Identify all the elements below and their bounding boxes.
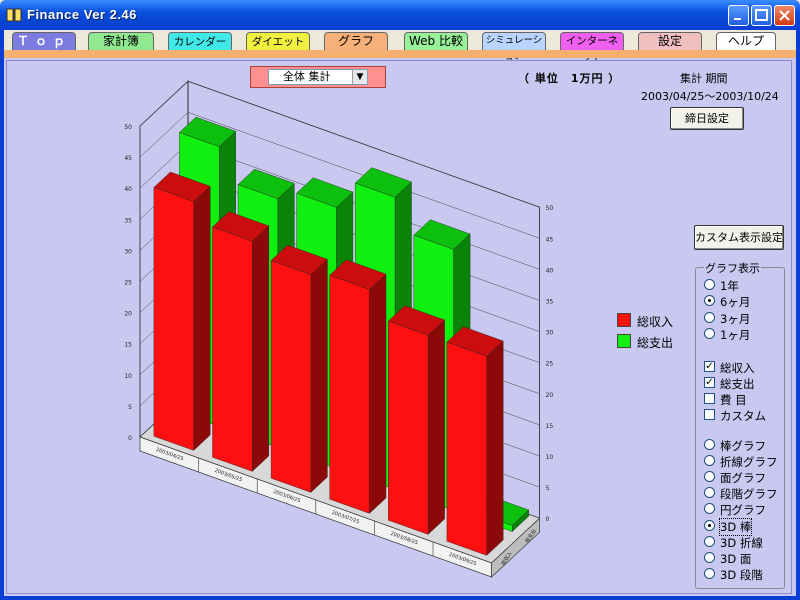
closing-day-button[interactable]: 締日設定	[670, 107, 744, 130]
radio-button[interactable]	[704, 295, 715, 307]
tab-5[interactable]: Web 比較	[404, 32, 468, 50]
option-label: 3D 面	[720, 551, 752, 566]
option-label: 折線グラフ	[720, 455, 778, 470]
close-icon	[779, 10, 790, 21]
maximize-button[interactable]	[751, 5, 772, 26]
radio-button[interactable]	[704, 455, 715, 467]
radio-button[interactable]	[704, 471, 715, 483]
minimize-icon	[734, 18, 741, 20]
radio-button[interactable]	[704, 279, 715, 290]
tab-0[interactable]: Ｔｏｐ	[12, 32, 76, 50]
radio-button[interactable]	[704, 327, 715, 339]
option-label: 費 目	[720, 393, 747, 407]
legend-label-expense: 総支出	[637, 336, 674, 350]
tab-label: グラフ	[337, 34, 374, 48]
scope-select-value: 全体 集計	[283, 70, 331, 83]
legend-swatch-expense	[617, 334, 631, 348]
option-label: 3D 段階	[720, 567, 763, 582]
radio-button[interactable]	[704, 519, 715, 531]
legend-swatch-income	[617, 313, 631, 327]
radio-button[interactable]	[704, 567, 715, 579]
tab-label: 設定	[657, 34, 682, 48]
option-label: 1ヶ月	[720, 327, 751, 342]
tab-label: ヘルプ	[727, 34, 764, 48]
tab-strip: Ｔｏｐ 家計簿 カレンダー ダイエット グラフ Web 比較 シミュレーションインターネット…	[4, 30, 796, 63]
maximize-icon	[755, 9, 768, 21]
radio-button[interactable]	[704, 535, 715, 547]
tab-2[interactable]: カレンダー	[168, 32, 232, 50]
tab-underline	[4, 50, 796, 58]
scope-select-frame: 全体 集計 ▼	[250, 66, 386, 88]
period-title: 集計 期間	[680, 72, 728, 85]
option-label: 3D 棒	[718, 517, 753, 536]
custom-display-button[interactable]: カスタム表示設定	[694, 225, 784, 250]
tab-label: 家計簿	[102, 34, 139, 48]
tab-4[interactable]: グラフ	[324, 32, 388, 50]
option-label: 棒グラフ	[720, 439, 766, 453]
option-label: 3D 折線	[720, 535, 763, 550]
graph-panel	[6, 60, 792, 594]
dropdown-arrow-icon[interactable]: ▼	[352, 70, 367, 84]
tab-8[interactable]: 設定	[638, 32, 702, 50]
window-title: Finance Ver 2.46	[27, 7, 137, 22]
tab-3[interactable]: ダイエット	[246, 32, 310, 50]
radio-button[interactable]	[704, 487, 715, 499]
graph-display-title: グラフ表示	[704, 260, 761, 276]
option-label: 3ヶ月	[720, 311, 751, 326]
radio-button[interactable]	[704, 439, 715, 450]
option-label: 段階グラフ	[720, 487, 778, 502]
title-bar[interactable]: Finance Ver 2.46	[0, 0, 800, 30]
option-label: 面グラフ	[720, 471, 766, 486]
option-label: 総支出	[720, 377, 755, 391]
checkbox[interactable]	[704, 393, 715, 404]
tab-1[interactable]: 家計簿	[88, 32, 154, 50]
tab-6[interactable]: シミュレーション	[482, 32, 546, 62]
tab-7[interactable]: インターネット	[560, 32, 624, 63]
minimize-button[interactable]	[728, 5, 749, 26]
option-label: 総収入	[720, 361, 755, 375]
radio-button[interactable]	[704, 551, 715, 563]
tab-label: Ｔｏｐ	[16, 34, 71, 48]
radio-button[interactable]	[704, 503, 715, 515]
book-icon	[6, 8, 22, 22]
option-label: 6ヶ月	[720, 295, 751, 310]
checkbox[interactable]: ✓	[704, 361, 715, 372]
tab-9[interactable]: ヘルプ	[716, 32, 776, 50]
option-label: 1年	[720, 279, 739, 293]
close-button[interactable]	[774, 5, 795, 26]
tab-label: ダイエット	[251, 36, 305, 48]
checkbox[interactable]	[704, 409, 715, 420]
tab-label: カレンダー	[173, 36, 227, 48]
period-range: 2003/04/25～2003/10/24	[641, 90, 779, 103]
option-label: カスタム	[720, 409, 766, 423]
scope-select[interactable]: 全体 集計 ▼	[268, 69, 368, 85]
tab-label: Web 比較	[409, 34, 463, 48]
checkbox[interactable]: ✓	[704, 377, 715, 388]
graph-display-group: グラフ表示 1年 6ヶ月 3ヶ月 1ヶ月 ✓ 総収入 ✓ 総支出費 目カスタム棒グラフ折線グラ…	[695, 260, 785, 589]
unit-label: （ 単位 1万円 ）	[518, 72, 621, 85]
option-label: 円グラフ	[720, 503, 766, 518]
radio-button[interactable]	[704, 311, 715, 323]
legend-label-income: 総収入	[637, 315, 674, 329]
